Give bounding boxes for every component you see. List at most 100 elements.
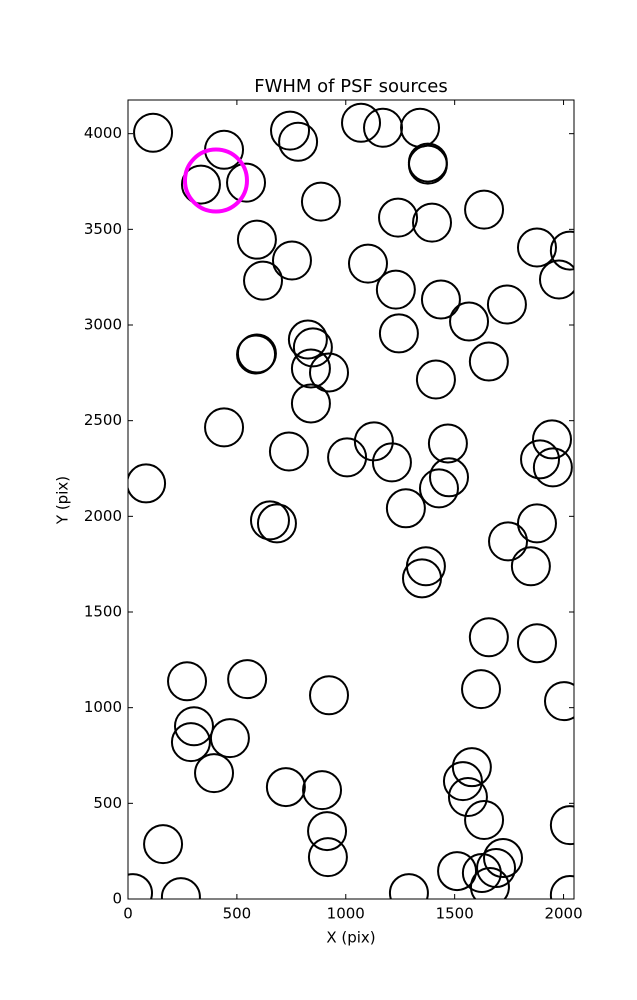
psf-source	[309, 352, 350, 393]
psf-source	[209, 718, 250, 759]
psf-source	[437, 851, 478, 892]
psf-source	[160, 877, 201, 899]
psf-source	[378, 197, 419, 238]
psf-source	[516, 227, 557, 268]
psf-source	[249, 500, 290, 541]
psf-source	[292, 327, 333, 368]
psf-source	[543, 681, 574, 722]
x-tick-label: 1000	[327, 905, 365, 923]
x-tick-label: 500	[223, 905, 252, 923]
psf-source	[309, 675, 350, 716]
y-tick-label: 0	[112, 890, 122, 908]
psf-source	[428, 457, 469, 498]
psf-source	[442, 761, 483, 802]
y-tick-label: 3500	[84, 220, 122, 238]
psf-source	[520, 439, 561, 480]
psf-source	[418, 468, 459, 509]
psf-source	[401, 558, 442, 599]
psf-source	[378, 313, 419, 354]
psf-source	[415, 359, 456, 400]
plot-frame	[127, 99, 575, 900]
psf-source	[226, 162, 267, 203]
y-tick-label: 1000	[84, 698, 122, 716]
psf-source	[449, 301, 490, 342]
psf-source	[407, 144, 448, 185]
y-tick-label: 3000	[84, 316, 122, 334]
psf-source	[341, 102, 382, 143]
psf-source	[483, 838, 524, 879]
psf-source	[307, 811, 348, 852]
psf-source	[307, 837, 348, 878]
psf-source	[271, 240, 312, 281]
y-tick-label: 2500	[84, 411, 122, 429]
psf-source	[278, 121, 319, 162]
psf-source	[236, 219, 277, 260]
psf-source	[427, 423, 468, 464]
psf-source	[300, 181, 341, 222]
x-tick-label: 2000	[544, 905, 582, 923]
psf-source	[180, 164, 221, 205]
psf-source	[532, 419, 573, 460]
plot-area	[128, 102, 574, 899]
psf-source	[510, 546, 551, 587]
psf-source	[375, 269, 416, 310]
psf-source	[194, 753, 235, 794]
psf-source	[270, 110, 311, 151]
psf-source	[516, 623, 557, 664]
y-tick-label: 2000	[84, 507, 122, 525]
psf-source	[128, 463, 167, 504]
psf-source	[170, 722, 211, 763]
psf-source	[464, 799, 505, 840]
psf-source	[290, 383, 331, 424]
x-axis-label: X (pix)	[326, 929, 375, 947]
psf-source	[167, 661, 208, 702]
psf-source	[468, 341, 509, 382]
psf-source	[538, 259, 574, 300]
psf-source	[143, 824, 184, 865]
psf-source	[347, 243, 388, 284]
psf-source	[287, 319, 328, 360]
psf-source	[371, 442, 412, 483]
psf-source	[412, 202, 453, 243]
psf-source	[461, 669, 502, 710]
psf-source	[243, 260, 284, 301]
psf-source	[268, 431, 309, 472]
psf-source	[420, 279, 461, 320]
y-tick-label: 1500	[84, 603, 122, 621]
y-tick-label: 4000	[84, 124, 122, 142]
psf-source	[388, 873, 429, 899]
psf-source	[227, 659, 268, 700]
psf-source	[549, 230, 574, 271]
psf-source	[256, 503, 297, 544]
psf-source	[302, 770, 343, 811]
psf-source	[447, 777, 488, 818]
psf-source	[549, 874, 574, 899]
x-tick-label: 1500	[436, 905, 474, 923]
psf-source	[204, 407, 245, 448]
chart-title: FWHM of PSF sources	[254, 76, 448, 97]
psf-source	[265, 767, 306, 808]
y-axis-label: Y (pix)	[54, 476, 72, 525]
psf-source	[488, 521, 529, 562]
psf-source	[486, 284, 527, 325]
psf-source	[128, 873, 154, 899]
psf-source	[236, 334, 277, 375]
psf-source	[532, 447, 573, 488]
psf-source	[133, 112, 174, 153]
x-tick-label: 0	[123, 905, 133, 923]
psf-source	[464, 189, 505, 230]
psf-source	[461, 852, 502, 893]
psf-source	[173, 706, 214, 747]
psf-source	[290, 348, 331, 389]
psf-source	[516, 503, 557, 544]
psf-source	[182, 147, 249, 214]
psf-source	[549, 805, 574, 846]
psf-source	[469, 866, 510, 899]
psf-source	[385, 488, 426, 529]
psf-source	[327, 437, 368, 478]
psf-source	[451, 747, 492, 788]
psf-source	[468, 617, 509, 658]
